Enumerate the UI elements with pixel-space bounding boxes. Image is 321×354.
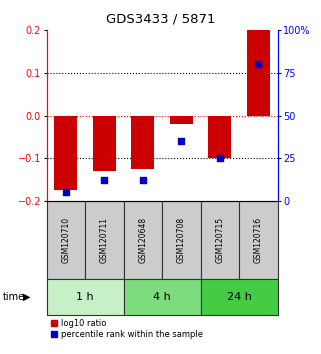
Bar — [170, 115, 193, 124]
Point — [256, 62, 261, 67]
Bar — [201, 201, 239, 279]
Point — [63, 190, 68, 195]
Bar — [124, 201, 162, 279]
Text: GSM120710: GSM120710 — [61, 217, 70, 263]
Text: GSM120711: GSM120711 — [100, 217, 109, 263]
Bar — [201, 279, 278, 315]
Point — [217, 155, 222, 161]
Bar — [93, 115, 116, 171]
Legend: log10 ratio, percentile rank within the sample: log10 ratio, percentile rank within the … — [51, 319, 203, 339]
Text: GDS3433 / 5871: GDS3433 / 5871 — [106, 12, 215, 25]
Text: 4 h: 4 h — [153, 292, 171, 302]
Text: GSM120648: GSM120648 — [138, 217, 147, 263]
Text: GSM120716: GSM120716 — [254, 217, 263, 263]
Bar — [54, 115, 77, 190]
Bar — [85, 201, 124, 279]
Bar — [47, 279, 124, 315]
Bar — [131, 115, 154, 169]
Text: time: time — [3, 292, 25, 302]
Text: GSM120715: GSM120715 — [215, 217, 224, 263]
Text: ▶: ▶ — [23, 292, 30, 302]
Bar — [124, 279, 201, 315]
Bar — [208, 115, 231, 158]
Point — [140, 178, 145, 183]
Text: 1 h: 1 h — [76, 292, 94, 302]
Point — [179, 138, 184, 144]
Bar — [239, 201, 278, 279]
Text: GSM120708: GSM120708 — [177, 217, 186, 263]
Bar — [162, 201, 201, 279]
Text: 24 h: 24 h — [227, 292, 252, 302]
Point — [102, 178, 107, 183]
Bar — [47, 201, 85, 279]
Bar — [247, 30, 270, 115]
